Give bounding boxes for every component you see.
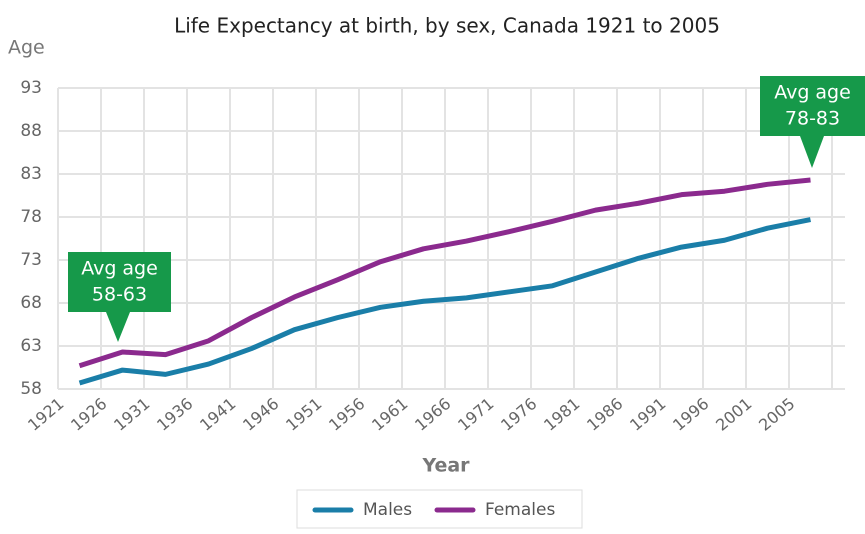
x-tick-label: 1921 <box>24 394 67 435</box>
legend-label: Females <box>485 500 555 520</box>
y-axis-label: Age <box>8 37 45 59</box>
x-tick-label: 1941 <box>196 394 239 435</box>
x-tick-label: 1986 <box>583 394 626 435</box>
x-tick-label: 1966 <box>411 394 454 435</box>
x-tick-label: 1956 <box>325 394 368 435</box>
x-tick-label: 1961 <box>368 394 411 435</box>
x-axis-label: Year <box>421 455 470 477</box>
series-line <box>78 177 811 369</box>
x-tick-label: 1936 <box>153 394 196 435</box>
x-tick-label: 1991 <box>626 394 669 435</box>
callout <box>760 76 865 168</box>
x-tick-label: 1931 <box>110 394 153 435</box>
y-tick-label: 93 <box>20 78 42 98</box>
legend-label: Males <box>363 500 412 520</box>
series-line <box>78 217 811 386</box>
x-tick-label: 1971 <box>454 394 497 435</box>
callout-text: Avg age <box>81 258 158 280</box>
y-tick-label: 73 <box>20 250 42 270</box>
y-tick-label: 58 <box>20 379 42 399</box>
x-tick-label: 2005 <box>755 394 798 435</box>
callout-text: Avg age <box>774 82 851 104</box>
x-tick-label: 1926 <box>67 394 110 435</box>
x-tick-label: 1996 <box>669 394 712 435</box>
callout <box>68 252 171 342</box>
x-tick-label: 2001 <box>712 394 755 435</box>
y-tick-label: 63 <box>20 336 42 356</box>
callout-text: 78-83 <box>785 108 840 130</box>
y-tick-label: 88 <box>20 121 42 141</box>
x-tick-label: 1946 <box>239 394 282 435</box>
x-tick-label: 1951 <box>282 394 325 435</box>
chart-title: Life Expectancy at birth, by sex, Canada… <box>174 14 720 38</box>
x-tick-label: 1976 <box>497 394 540 435</box>
y-tick-label: 78 <box>20 207 42 227</box>
x-tick-label: 1981 <box>540 394 583 435</box>
y-tick-label: 83 <box>20 164 42 184</box>
y-tick-label: 68 <box>20 293 42 313</box>
callout-text: 58-63 <box>92 284 147 306</box>
